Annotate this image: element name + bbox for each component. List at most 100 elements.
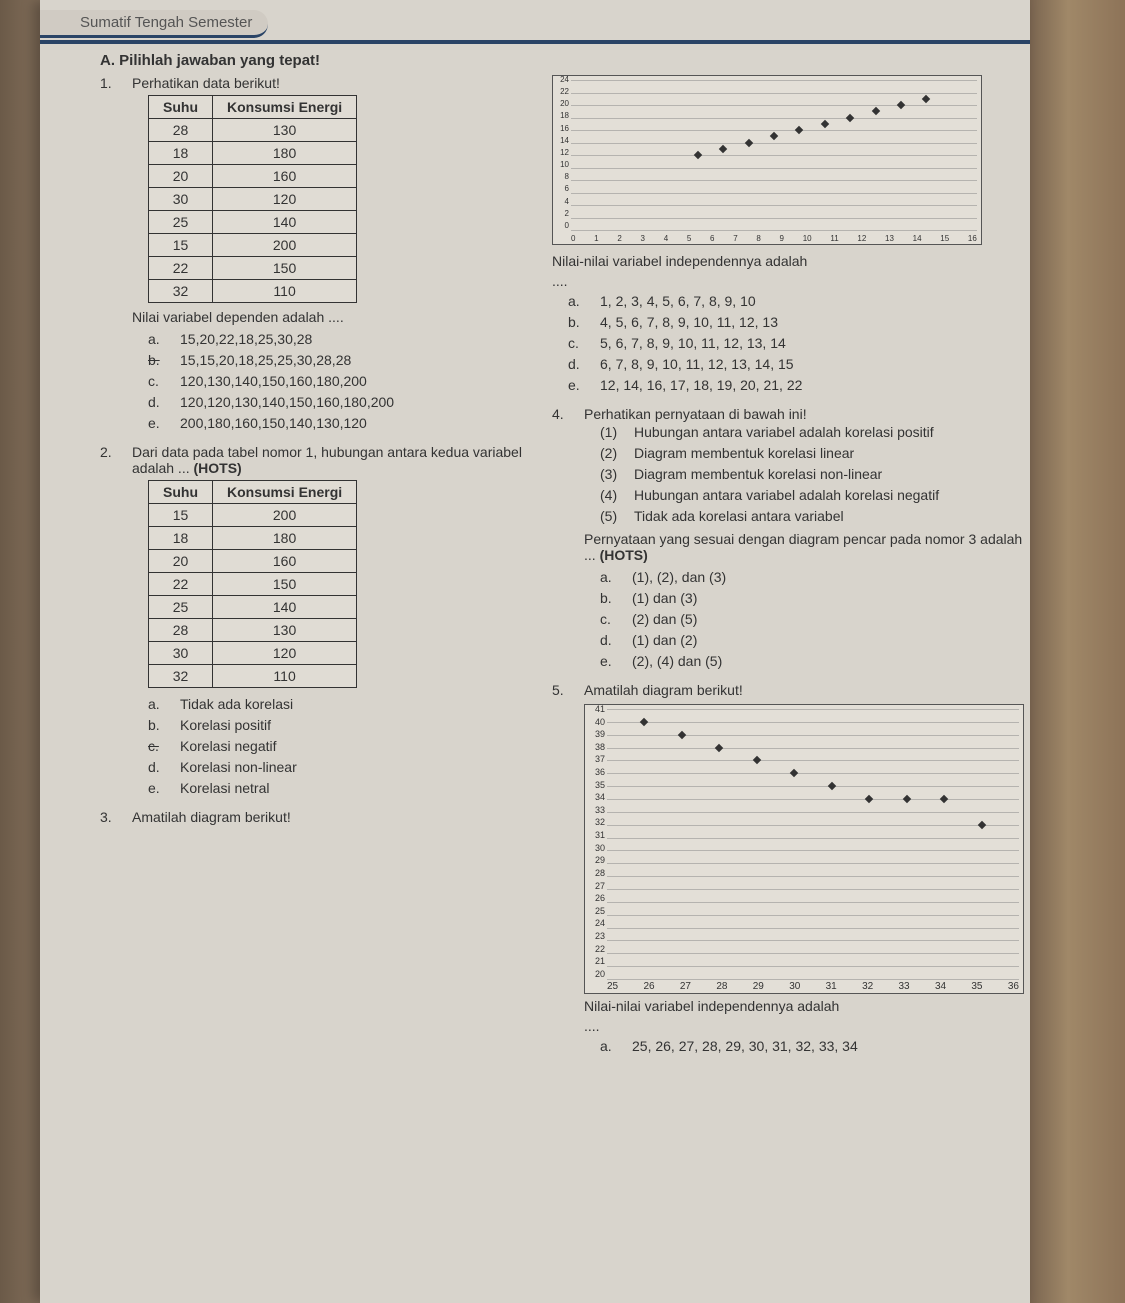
- data-point: [719, 145, 727, 153]
- q4-prompt: Pernyataan yang sesuai dengan diagram pe…: [584, 531, 1024, 563]
- q4-stmt-4: (4)Hubungan antara variabel adalah korel…: [600, 485, 1024, 506]
- gridline: [571, 143, 977, 144]
- axis-tick: 10: [555, 161, 569, 169]
- gridline: [607, 928, 1019, 929]
- gridline: [607, 709, 1019, 710]
- right-column: 242220181614121086420 012345678910111213…: [552, 75, 1024, 1067]
- axis-tick: 33: [899, 981, 910, 992]
- axis-tick: 18: [555, 112, 569, 120]
- table-row: 30120: [149, 188, 357, 211]
- q3-plot: [571, 80, 977, 230]
- q5-options: a.25, 26, 27, 28, 29, 30, 31, 32, 33, 34: [600, 1036, 1024, 1057]
- axis-tick: 25: [587, 907, 605, 916]
- axis-tick: 20: [555, 100, 569, 108]
- gridline: [571, 118, 977, 119]
- axis-tick: 2: [555, 210, 569, 218]
- data-point: [940, 795, 948, 803]
- axis-tick: 31: [826, 981, 837, 992]
- table-row: 22150: [149, 257, 357, 280]
- table-row: 20160: [149, 165, 357, 188]
- gridline: [571, 155, 977, 156]
- q4-opt-c: c.(2) dan (5): [600, 609, 1024, 630]
- q2-th-energi: Konsumsi Energi: [213, 481, 357, 504]
- table-row: 32110: [149, 665, 357, 688]
- gridline: [607, 850, 1019, 851]
- axis-tick: 35: [971, 981, 982, 992]
- gridline: [607, 889, 1019, 890]
- axis-tick: 2: [617, 234, 621, 243]
- gridline: [571, 180, 977, 181]
- axis-tick: 23: [587, 932, 605, 941]
- table-row: 30120: [149, 642, 357, 665]
- axis-tick: 29: [753, 981, 764, 992]
- q1: 1. Perhatikan data berikut! Suhu Konsums…: [100, 75, 530, 444]
- q3-chart: 242220181614121086420 012345678910111213…: [552, 75, 982, 245]
- axis-tick: 1: [594, 234, 598, 243]
- table-row: 25140: [149, 211, 357, 234]
- q3-opt-b: b.4, 5, 6, 7, 8, 9, 10, 11, 12, 13: [568, 312, 1024, 333]
- gridline: [607, 915, 1019, 916]
- q2: 2. Dari data pada tabel nomor 1, hubunga…: [100, 444, 530, 809]
- axis-tick: 12: [857, 234, 866, 243]
- q2-intro: Dari data pada tabel nomor 1, hubungan a…: [132, 444, 530, 476]
- axis-tick: 27: [587, 882, 605, 891]
- data-point: [790, 769, 798, 777]
- table-row: 32110: [149, 280, 357, 303]
- q1-intro: Perhatikan data berikut!: [132, 75, 530, 91]
- gridline: [607, 722, 1019, 723]
- data-point: [744, 138, 752, 146]
- gridline: [607, 735, 1019, 736]
- data-point: [715, 743, 723, 751]
- axis-tick: 30: [789, 981, 800, 992]
- q5-y-axis: 4140393837363534333231302928272625242322…: [587, 705, 605, 979]
- q1-opt-b: b.15,15,20,18,25,25,30,28,28: [148, 350, 530, 371]
- q4-opt-b: b.(1) dan (3): [600, 588, 1024, 609]
- q5-intro: Amatilah diagram berikut!: [584, 682, 1024, 698]
- q3-prompt: Nilai-nilai variabel independennya adala…: [552, 253, 1024, 269]
- q2-opt-d: d.Korelasi non-linear: [148, 757, 530, 778]
- gridline: [571, 80, 977, 81]
- q3-opt-a: a.1, 2, 3, 4, 5, 6, 7, 8, 9, 10: [568, 291, 1024, 312]
- q4-body: Perhatikan pernyataan di bawah ini! (1)H…: [584, 406, 1024, 682]
- q1-opt-d: d.120,120,130,140,150,160,180,200: [148, 392, 530, 413]
- data-point: [770, 132, 778, 140]
- section-letter: A.: [100, 52, 115, 69]
- gridline: [607, 799, 1019, 800]
- axis-tick: 0: [555, 222, 569, 230]
- axis-tick: 41: [587, 705, 605, 714]
- gridline: [607, 966, 1019, 967]
- gridline: [607, 825, 1019, 826]
- q5: 5. Amatilah diagram berikut! 41403938373…: [552, 682, 1024, 1067]
- q2-number: 2.: [100, 444, 122, 809]
- data-point: [640, 718, 648, 726]
- axis-tick: 34: [587, 793, 605, 802]
- q2-opt-c: c.Korelasi negatif: [148, 736, 530, 757]
- gridline: [571, 193, 977, 194]
- axis-tick: 31: [587, 831, 605, 840]
- data-point: [977, 820, 985, 828]
- axis-tick: 25: [607, 981, 618, 992]
- q2-options: a.Tidak ada korelasi b.Korelasi positif …: [148, 694, 530, 799]
- axis-tick: 20: [587, 970, 605, 979]
- q4-stmt-5: (5)Tidak ada korelasi antara variabel: [600, 506, 1024, 527]
- axis-tick: 13: [885, 234, 894, 243]
- axis-tick: 5: [687, 234, 691, 243]
- table-row: 20160: [149, 550, 357, 573]
- axis-tick: 27: [680, 981, 691, 992]
- q3-opt-e: e.12, 14, 16, 17, 18, 19, 20, 21, 22: [568, 375, 1024, 396]
- q2-opt-a: a.Tidak ada korelasi: [148, 694, 530, 715]
- axis-tick: 22: [555, 88, 569, 96]
- table-row: 18180: [149, 142, 357, 165]
- q1-prompt: Nilai variabel dependen adalah ....: [132, 309, 530, 325]
- table-row: 18180: [149, 527, 357, 550]
- q1-body: Perhatikan data berikut! Suhu Konsumsi E…: [132, 75, 530, 444]
- q4-stmt-1: (1)Hubungan antara variabel adalah korel…: [600, 422, 1024, 443]
- axis-tick: 36: [1008, 981, 1019, 992]
- gridline: [571, 168, 977, 169]
- axis-tick: 14: [555, 137, 569, 145]
- q1-th-suhu: Suhu: [149, 96, 213, 119]
- data-point: [795, 126, 803, 134]
- axis-tick: 29: [587, 856, 605, 865]
- axis-tick: 37: [587, 755, 605, 764]
- axis-tick: 12: [555, 149, 569, 157]
